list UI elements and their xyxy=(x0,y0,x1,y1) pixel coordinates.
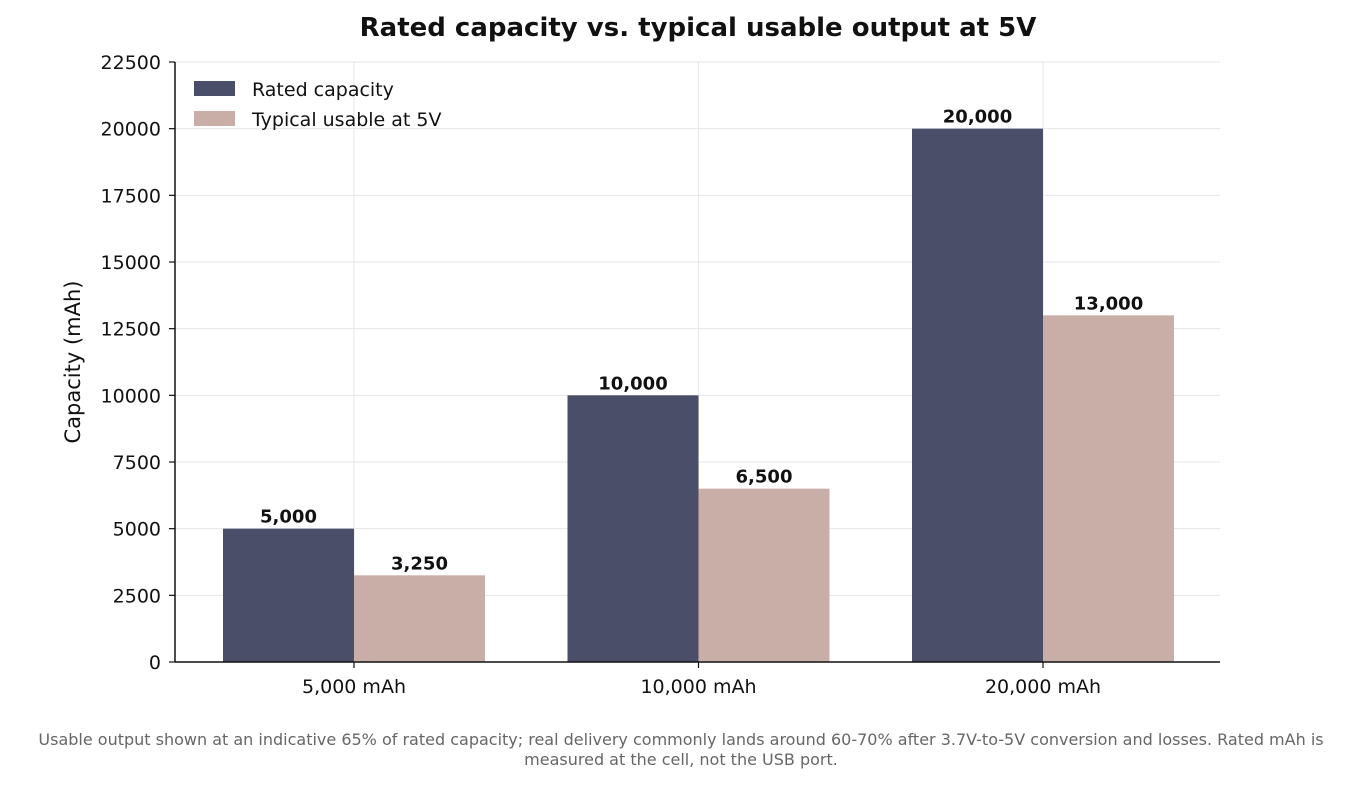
bars xyxy=(223,128,1174,662)
legend-label-0: Rated capacity xyxy=(252,79,394,101)
bar-0-2 xyxy=(912,128,1043,662)
bar-0-0 xyxy=(223,528,354,662)
axes: 0 2500 5000 7500 10000 12500 15000 17500 20000 22… xyxy=(101,52,1220,698)
data-label-1-1: 6,500 xyxy=(736,467,793,488)
y-tick-label-1: 2500 xyxy=(113,585,161,607)
data-label-0-1: 10,000 xyxy=(598,373,667,394)
x-tick-label-1: 10,000 mAh xyxy=(640,676,756,698)
y-tick-label-3: 7500 xyxy=(113,452,161,474)
y-tick-label-4: 10000 xyxy=(101,385,161,407)
bar-1-0 xyxy=(354,575,485,662)
data-label-1-0: 3,250 xyxy=(391,553,448,574)
y-tick-label-9: 22500 xyxy=(101,52,161,74)
y-tick-label-5: 12500 xyxy=(101,319,161,341)
legend: Rated capacity Typical usable at 5V xyxy=(194,79,442,131)
data-label-0-2: 20,000 xyxy=(943,107,1012,128)
y-tick-label-8: 20000 xyxy=(101,119,161,141)
y-tick-label-6: 15000 xyxy=(101,252,161,274)
footnote: Usable output shown at an indicative 65%… xyxy=(0,730,1362,770)
bar-0-1 xyxy=(567,395,699,662)
legend-swatch-1 xyxy=(194,111,235,126)
y-tick-label-0: 0 xyxy=(149,652,161,674)
x-tick-label-0: 5,000 mAh xyxy=(302,676,406,698)
bar-1-2 xyxy=(1043,315,1174,662)
y-tick-label-2: 5000 xyxy=(113,519,161,541)
legend-swatch-0 xyxy=(194,81,235,96)
footnote-line-2: measured at the cell, not the USB port. xyxy=(524,750,838,769)
y-axis-label: Capacity (mAh) xyxy=(61,281,85,444)
y-tick-label-7: 17500 xyxy=(101,185,161,207)
legend-label-1: Typical usable at 5V xyxy=(251,109,442,131)
bar-1-1 xyxy=(698,488,830,662)
data-label-1-2: 13,000 xyxy=(1074,293,1143,314)
chart-title: Rated capacity vs. typical usable output… xyxy=(360,13,1037,43)
data-label-0-0: 5,000 xyxy=(260,507,317,528)
footnote-line-1: Usable output shown at an indicative 65%… xyxy=(38,730,1324,749)
data-labels: 5,000 10,000 20,000 3,250 6,500 13,000 xyxy=(260,107,1143,575)
x-tick-label-2: 20,000 mAh xyxy=(985,676,1101,698)
